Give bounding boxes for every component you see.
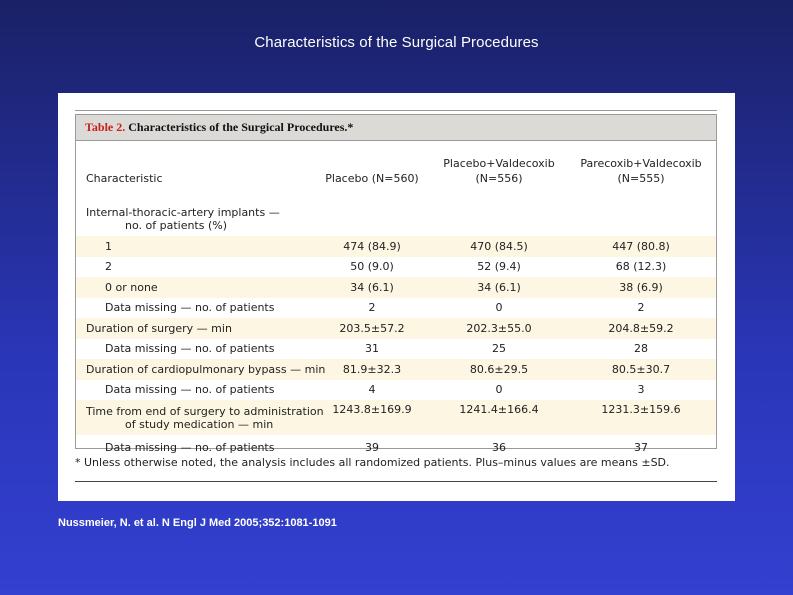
cell-value: 1243.8±169.9 [312,400,432,435]
row-label: 0 or none [76,277,312,298]
col-header-parecoxib-valdecoxib: Parecoxib+Valdecoxib (N=555) [580,157,702,185]
row-label: Data missing — no. of patients [105,383,275,397]
table-row: Internal-thoracic-artery implants — no. o… [76,201,716,236]
cell-value: 34 (6.1) [312,277,432,298]
cell-value: 0 [495,383,503,397]
row-label: Data missing — no. of patients [105,301,275,315]
table-row: Duration of cardiopulmonary bypass — min… [76,359,716,380]
cell-value: 202.3±55.0 [432,318,566,339]
cell-value: 204.8±59.2 [566,318,716,339]
row-label: Internal-thoracic-artery implants — no. o… [76,201,312,236]
cell-value: 34 (6.1) [432,277,566,298]
cell-value: 4 [368,383,376,397]
header-row: Characteristic Placebo (N=560) Placebo+V… [76,141,716,201]
row-label-line2: of study medication — min [125,417,274,431]
cell-value: 80.6±29.5 [432,359,566,380]
table-row: Data missing — no. of patients 4 0 3 [76,380,716,401]
cell-value: 2 [368,301,376,315]
table-row: Time from end of surgery to administrati… [76,400,716,435]
cell-value: 50 (9.0) [350,260,394,274]
cell-value: 2 [637,301,645,315]
table-row: Data missing — no. of patients 2 0 2 [76,298,716,319]
table-row: Duration of surgery — min 203.5±57.2 202… [76,318,716,339]
row-label-line1: Internal-thoracic-artery implants — [86,205,280,219]
table-frame: Table 2. Characteristics of the Surgical… [75,114,717,454]
bottom-rule [75,481,717,482]
cell-value: 38 (6.9) [566,277,716,298]
row-label-line2: no. of patients (%) [125,218,228,232]
table-footnote: * Unless otherwise noted, the analysis i… [75,456,670,469]
row-label: Data missing — no. of patients [105,342,275,356]
data-table: Characteristic Placebo (N=560) Placebo+V… [76,141,716,459]
table-title: Characteristics of the Surgical Procedur… [128,120,354,134]
row-label: Time from end of surgery to administrati… [76,400,324,435]
table-body: Internal-thoracic-artery implants — no. o… [76,201,716,459]
cell-value: 25 [492,342,506,356]
row-label: Data missing — no. of patients [105,440,275,454]
cell-value: 28 [634,342,648,356]
citation: Nussmeier, N. et al. N Engl J Med 2005;3… [58,517,337,529]
cell-value: 68 (12.3) [615,260,667,274]
cell-value: 447 (80.8) [566,236,716,257]
cell-value: 0 [495,301,503,315]
slide-title: Characteristics of the Surgical Procedur… [254,34,539,51]
cell-value: 3 [637,383,645,397]
row-label-line1: Time from end of surgery to administrati… [86,404,324,418]
cell-value: 203.5±57.2 [312,318,432,339]
table-row: 1 474 (84.9) 470 (84.5) 447 (80.8) [76,236,716,257]
table-row: Data missing — no. of patients 39 36 37 [76,435,716,459]
table-row: Data missing — no. of patients 31 25 28 [76,339,716,360]
col-header-placebo: Placebo (N=560) [325,171,419,185]
cell-value: 80.5±30.7 [566,359,716,380]
cell-value: 81.9±32.3 [312,359,432,380]
table-row: 0 or none 34 (6.1) 34 (6.1) 38 (6.9) [76,277,716,298]
cell-value: 36 [492,440,506,454]
row-label: Duration of surgery — min [76,318,312,339]
row-label: 1 [76,236,312,257]
row-label: Duration of cardiopulmonary bypass — min [76,359,325,380]
cell-value: 470 (84.5) [432,236,566,257]
cell-value: 52 (9.4) [477,260,521,274]
cell-value: 1231.3±159.6 [566,400,716,435]
table-caption: Table 2. Characteristics of the Surgical… [76,115,716,141]
table-number: Table 2. [85,120,126,134]
table-figure: Table 2. Characteristics of the Surgical… [58,93,735,501]
top-rule [75,110,717,111]
col-header-characteristic: Characteristic [86,171,163,185]
cell-value: 37 [634,440,648,454]
cell-value: 31 [365,342,379,356]
cell-value: 474 (84.9) [312,236,432,257]
row-label: 2 [105,260,112,274]
cell-value: 39 [365,440,379,454]
cell-value: 1241.4±166.4 [432,400,566,435]
col-header-placebo-valdecoxib: Placebo+Valdecoxib (N=556) [443,157,555,185]
table-row: 2 50 (9.0) 52 (9.4) 68 (12.3) [76,257,716,278]
